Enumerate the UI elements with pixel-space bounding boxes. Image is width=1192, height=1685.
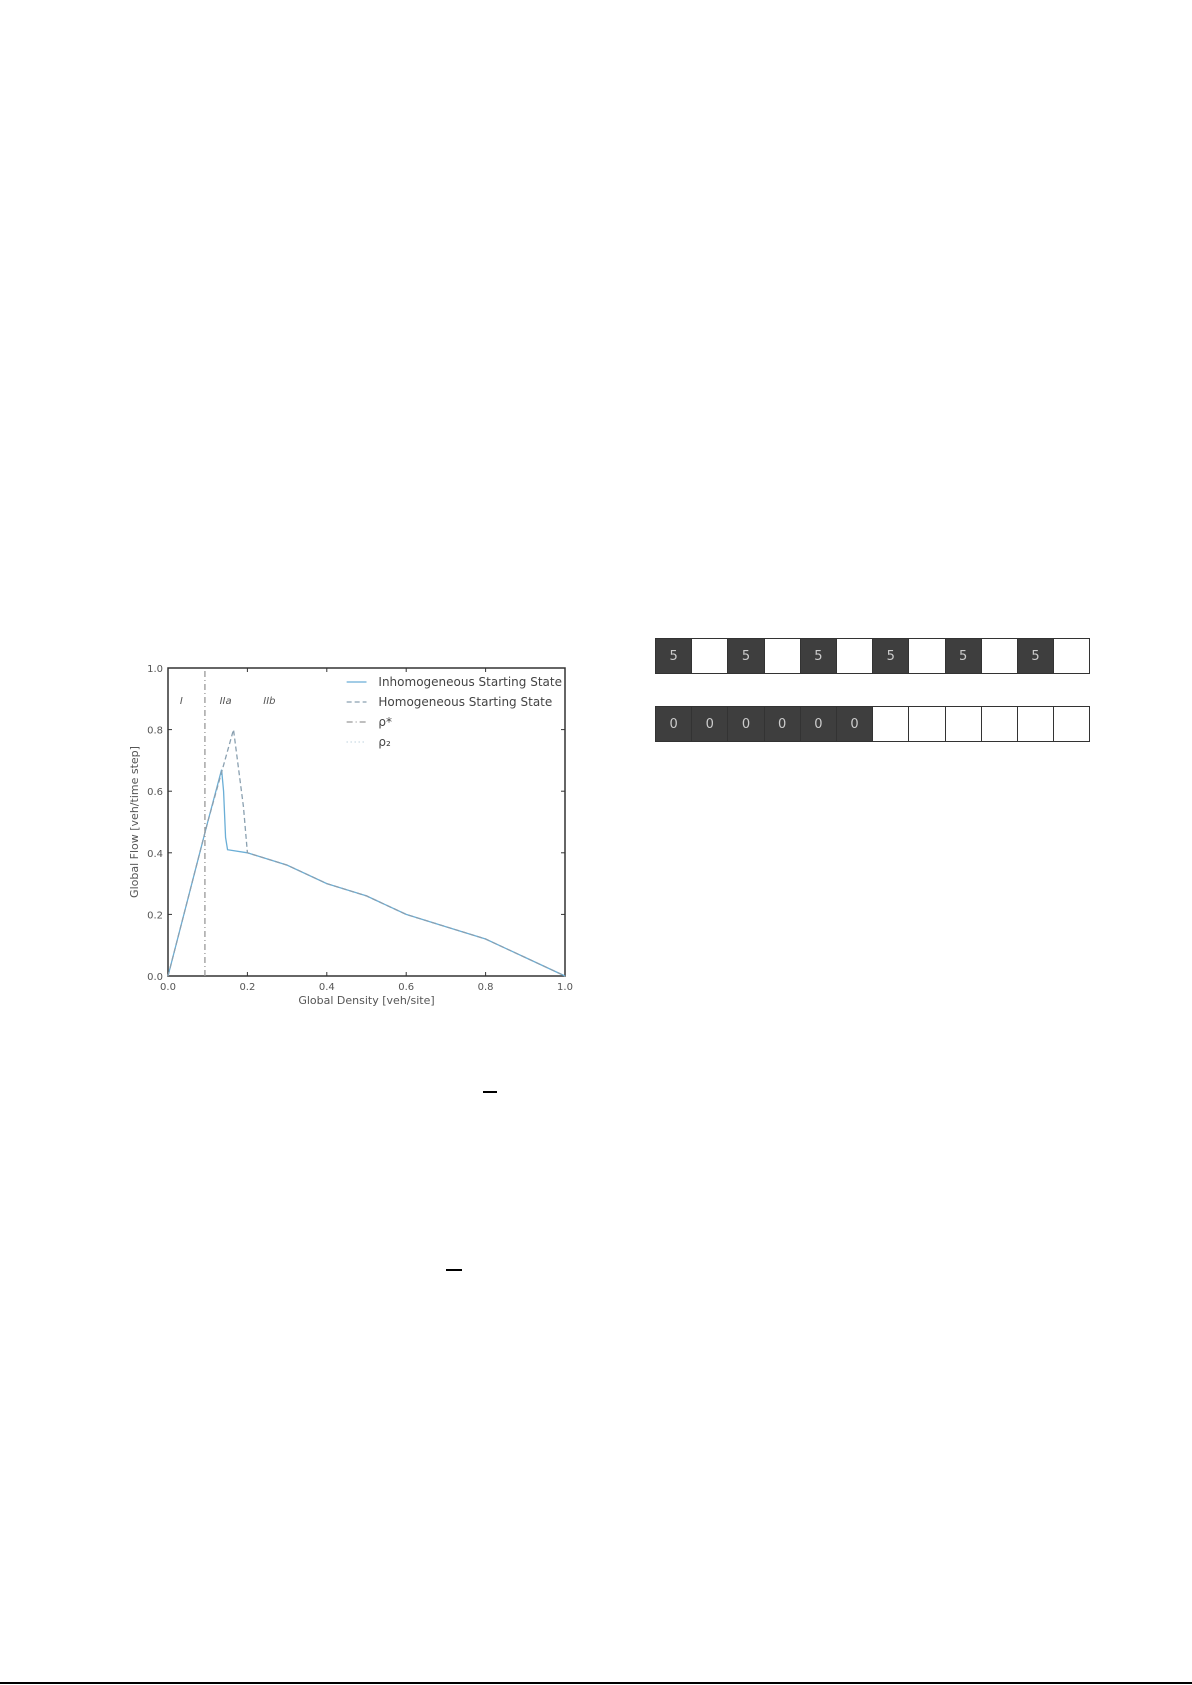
region-label: IIa xyxy=(220,696,232,707)
legend-entry: Inhomogeneous Starting State xyxy=(378,675,562,689)
occupied-cell: 5 xyxy=(873,639,910,673)
plot-frame xyxy=(167,667,566,977)
x-tick-label: 1.0 xyxy=(557,982,573,993)
occupied-cell: 5 xyxy=(1017,639,1055,673)
occupied-cell: 5 xyxy=(656,639,693,673)
empty-cell xyxy=(1018,707,1055,741)
occupied-cell: 0 xyxy=(692,707,729,741)
x-tick-label: 0.6 xyxy=(398,982,414,993)
occupied-cell: 0 xyxy=(728,707,765,741)
x-tick-label: 0.8 xyxy=(478,982,494,993)
y-tick-label: 0.8 xyxy=(147,726,163,737)
empty-cell xyxy=(837,639,874,673)
empty-cell xyxy=(946,707,982,741)
occupied-cell: 0 xyxy=(656,707,693,741)
empty-cell xyxy=(909,639,946,673)
occupied-cell: 0 xyxy=(836,707,874,741)
empty-cell xyxy=(1054,707,1089,741)
empty-cell xyxy=(982,639,1018,673)
legend-entry: ρ* xyxy=(378,715,392,729)
y-axis-label: Global Flow [veh/time step] xyxy=(128,746,141,898)
region-label: IIb xyxy=(263,696,275,707)
legend-entry: ρ₂ xyxy=(378,735,391,749)
x-tick-label: 0.4 xyxy=(319,982,335,993)
occupied-cell: 0 xyxy=(800,707,837,741)
x-tick-label: 0.0 xyxy=(160,982,176,993)
empty-cell xyxy=(909,707,946,741)
y-tick-label: 0.6 xyxy=(147,787,163,798)
y-tick-label: 0.4 xyxy=(147,849,163,860)
x-axis-label: Global Density [veh/site] xyxy=(298,994,434,1007)
empty-cell xyxy=(692,639,729,673)
occupied-cell: 5 xyxy=(800,639,837,673)
overbar-2 xyxy=(446,1269,462,1271)
region-label: I xyxy=(180,696,183,707)
series-line xyxy=(167,769,566,977)
overbar-1 xyxy=(483,1091,497,1093)
occupied-cell: 5 xyxy=(945,639,982,673)
occupied-cell: 0 xyxy=(764,707,801,741)
occupied-cell: 5 xyxy=(728,639,765,673)
empty-cell xyxy=(765,639,801,673)
y-tick-label: 1.0 xyxy=(147,664,163,675)
empty-cell xyxy=(982,707,1018,741)
page-footer-rule xyxy=(0,1682,1192,1684)
y-tick-label: 0.2 xyxy=(147,910,163,921)
cell-row-1: 5 5 5 5 5 5 xyxy=(655,638,1091,674)
y-tick-label: 0.0 xyxy=(147,972,163,983)
empty-cell xyxy=(873,707,910,741)
x-tick-label: 0.2 xyxy=(239,982,255,993)
empty-cell xyxy=(1054,639,1089,673)
series-line xyxy=(167,729,566,977)
legend-entry: Homogeneous Starting State xyxy=(378,695,552,709)
